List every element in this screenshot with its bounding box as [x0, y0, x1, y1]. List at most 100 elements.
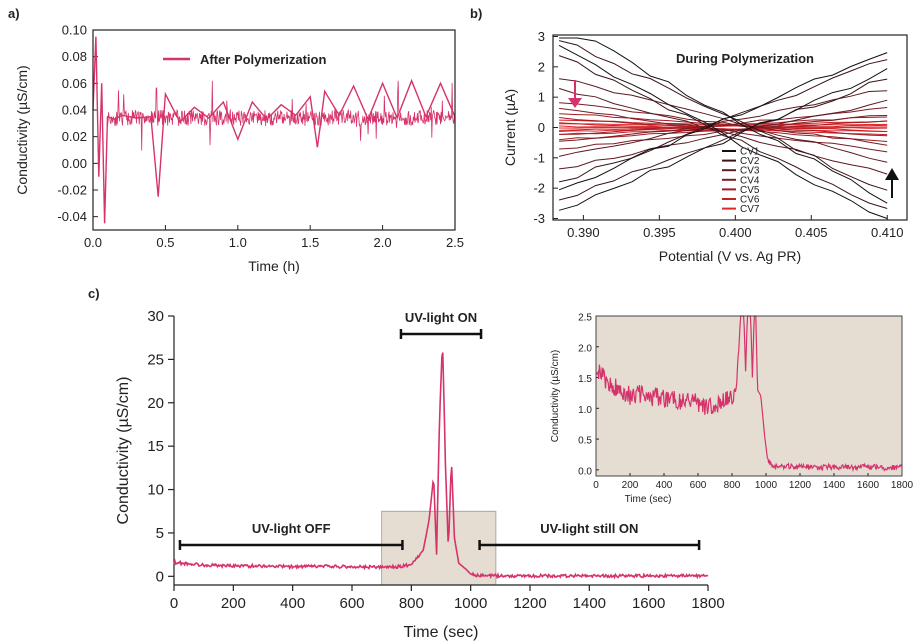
legend-entry-cv7: CV7 — [740, 204, 760, 215]
arrow-down-icon — [568, 98, 582, 108]
y-tick-label: 2.5 — [578, 313, 592, 324]
cv-curve-cv4 — [559, 102, 888, 146]
panel-a-y-axis-title: Conductivity (µS/cm) — [14, 65, 30, 194]
legend-entry-cv6: CV6 — [740, 195, 760, 206]
y-tick-label: 0.02 — [62, 129, 87, 144]
x-tick-label: 1200 — [789, 480, 812, 491]
cv-curve-cv2 — [558, 40, 888, 191]
x-tick-label: 1000 — [454, 595, 487, 612]
x-tick-label: 0 — [170, 595, 178, 612]
cv-curve-cv3 — [558, 90, 888, 157]
arrow-up-icon — [885, 168, 899, 180]
cv-curve-cv1 — [558, 44, 888, 219]
y-tick-label: 0 — [156, 568, 164, 585]
x-tick-label: 200 — [221, 595, 246, 612]
y-tick-label: 0.5 — [578, 436, 592, 447]
x-tick-label: 0.410 — [871, 225, 904, 240]
panel-c-series-line — [173, 352, 709, 580]
y-tick-label: -3 — [533, 211, 545, 226]
inset-y-axis-title: Conductivity (µS/cm) — [550, 350, 561, 442]
annotation-label: UV-light ON — [405, 310, 477, 325]
x-tick-label: 0.5 — [156, 235, 174, 250]
x-tick-label: 1200 — [513, 595, 546, 612]
x-tick-label: 800 — [399, 595, 424, 612]
panel-c: c) 0 5 10 15 20 25 30 0 200 400 600 800 1000 1200 140… — [88, 286, 725, 641]
x-tick-label: 2.0 — [374, 235, 392, 250]
cv-curve-cv3 — [558, 87, 888, 175]
y-tick-label: 0.0 — [578, 466, 592, 477]
y-tick-label: 10 — [147, 482, 164, 499]
panel-a-x-axis-title: Time (h) — [248, 258, 300, 274]
y-tick-label: 0.00 — [62, 156, 87, 171]
x-tick-label: 400 — [656, 480, 673, 491]
panel-c-axes — [173, 316, 708, 586]
y-tick-label: 15 — [147, 438, 164, 455]
inset-yticks: 0.0 0.5 1.0 1.5 2.0 2.5 — [578, 313, 599, 477]
y-tick-label: -0.02 — [57, 183, 87, 198]
legend-entry-cv3: CV3 — [740, 166, 760, 177]
panel-a-legend-entry: After Polymerization — [200, 52, 326, 67]
legend-entry-cv2: CV2 — [740, 156, 760, 167]
inset-frame — [595, 315, 903, 477]
cv-curve-cv4 — [559, 115, 888, 150]
panel-b-frame — [552, 34, 908, 221]
panel-a: a) -0.04 -0.02 0.00 0.02 0.04 0.06 0.08 0.10 0.… — [8, 6, 464, 274]
panel-a-plot — [92, 36, 456, 224]
panel-a-xticks: 0.0 0.5 1.0 1.5 2.0 2.5 — [84, 225, 464, 250]
legend-entry-cv4: CV4 — [740, 175, 760, 186]
panel-a-frame — [92, 29, 456, 231]
y-tick-label: 1.0 — [578, 405, 592, 416]
y-tick-label: 1 — [538, 90, 545, 105]
cv-curve-cv2 — [558, 59, 888, 183]
cv-curve-cv5 — [559, 113, 888, 137]
x-tick-label: 0.0 — [84, 235, 102, 250]
cv-curve-cv4 — [559, 107, 888, 153]
x-tick-label: 1600 — [857, 480, 880, 491]
panel-c-label: c) — [88, 286, 100, 301]
x-tick-label: 0.390 — [567, 225, 600, 240]
x-tick-label: 200 — [622, 480, 639, 491]
y-tick-label: 3 — [538, 29, 545, 44]
y-tick-label: 0.10 — [62, 23, 87, 38]
panel-c-highlight-region — [381, 510, 497, 586]
x-tick-label: 400 — [280, 595, 305, 612]
panel-c-yticks: 0 5 10 15 20 25 30 — [147, 308, 174, 585]
panel-b-yticks: -3 -2 -1 0 1 2 3 — [533, 29, 558, 226]
panel-a-yticks: -0.04 -0.02 0.00 0.02 0.04 0.06 0.08 0.10 — [57, 23, 98, 224]
x-tick-label: 2.5 — [446, 235, 464, 250]
cv-curve-cv2 — [558, 78, 888, 201]
x-tick-label: 1000 — [755, 480, 778, 491]
y-tick-label: 1.5 — [578, 374, 592, 385]
x-tick-label: 600 — [690, 480, 707, 491]
panel-c-plot — [173, 352, 709, 580]
panel-c-x-axis-title: Time (sec) — [404, 624, 479, 641]
cv-curve-cv3 — [559, 99, 888, 170]
y-tick-label: -0.04 — [57, 209, 87, 224]
x-tick-label: 0.405 — [795, 225, 828, 240]
panel-a-noise-trace — [107, 80, 455, 151]
cv-curve-cv1 — [558, 52, 888, 191]
x-tick-label: 1.0 — [229, 235, 247, 250]
annotation-label: UV-light still ON — [540, 521, 638, 536]
panel-b-label: b) — [470, 6, 482, 21]
y-tick-label: -1 — [533, 150, 545, 165]
x-tick-label: 800 — [724, 480, 741, 491]
y-tick-label: -2 — [533, 181, 545, 196]
y-tick-label: 0.04 — [62, 103, 87, 118]
panel-c-y-axis-title: Conductivity (µS/cm) — [115, 377, 132, 525]
x-tick-label: 1800 — [891, 480, 914, 491]
panel-b-arrows — [568, 80, 899, 198]
y-tick-label: 5 — [156, 525, 164, 542]
x-tick-label: 0.400 — [719, 225, 752, 240]
x-tick-label: 1800 — [691, 595, 724, 612]
panel-c-xticks: 0 200 400 600 800 1000 1200 1400 1600 1800 — [170, 585, 725, 612]
y-tick-label: 20 — [147, 395, 164, 412]
panel-b-title: During Polymerization — [676, 51, 814, 66]
panel-a-series-line — [92, 36, 456, 224]
legend-entry-cv5: CV5 — [740, 185, 760, 196]
legend-entry-cv1: CV1 — [740, 147, 760, 158]
inset-x-axis-title: Time (sec) — [625, 494, 672, 505]
panel-b-plot — [558, 37, 888, 219]
